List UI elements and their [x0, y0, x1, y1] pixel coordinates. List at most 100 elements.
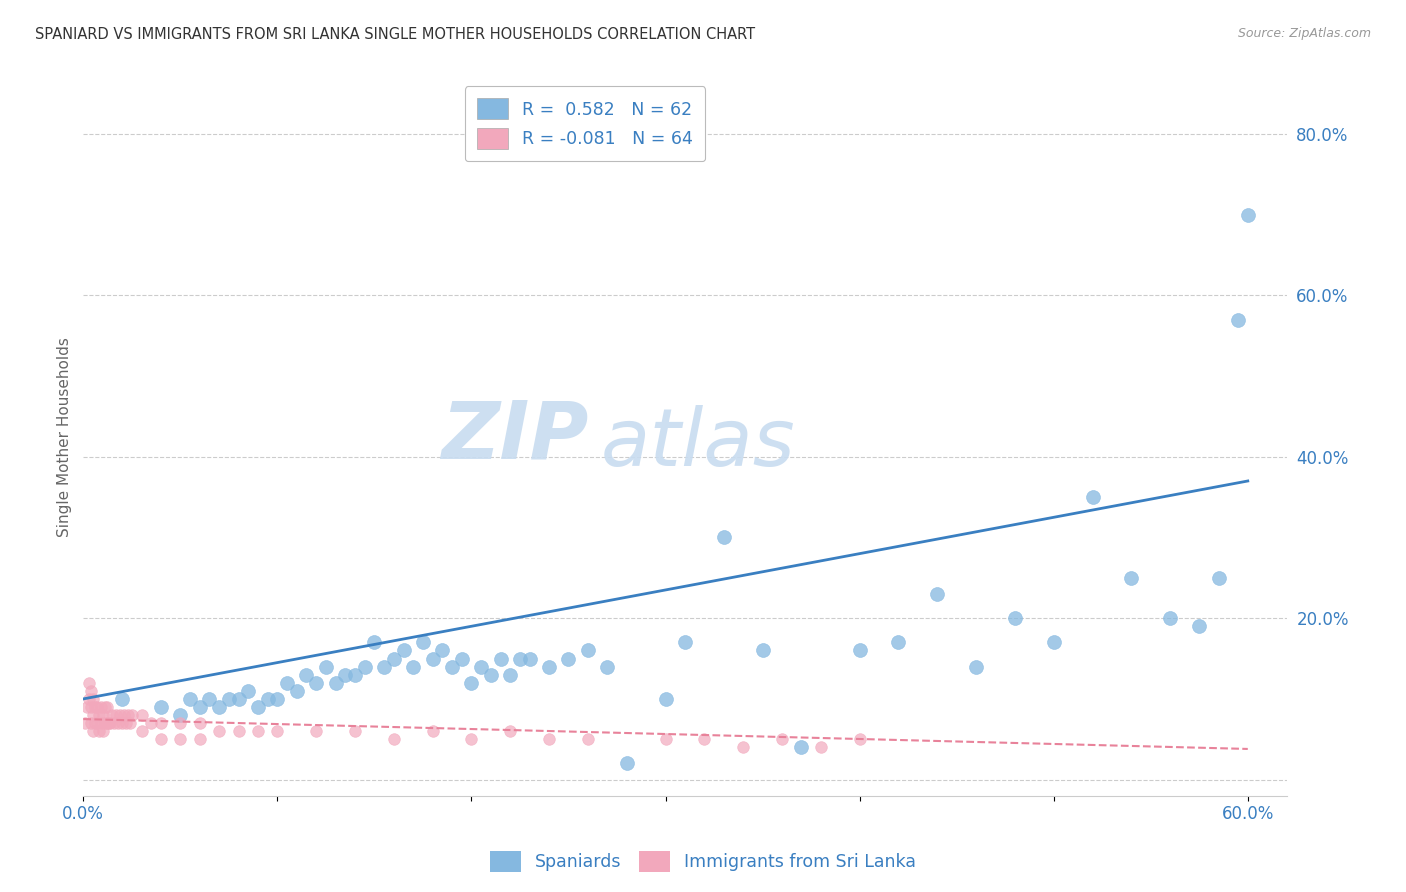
Point: [228, 692, 250, 706]
Point: [392, 643, 415, 657]
Point: [188, 700, 211, 714]
Point: [101, 708, 124, 723]
Legend: R =  0.582   N = 62, R = -0.081   N = 64: R = 0.582 N = 62, R = -0.081 N = 64: [465, 87, 706, 161]
Point: [266, 724, 288, 739]
Point: [1004, 611, 1026, 625]
Point: [654, 692, 676, 706]
Point: [460, 732, 482, 747]
Point: [1121, 571, 1143, 585]
Point: [382, 651, 405, 665]
Point: [169, 732, 191, 747]
Point: [108, 708, 131, 723]
Point: [87, 708, 110, 723]
Point: [790, 740, 813, 755]
Point: [82, 708, 104, 723]
Point: [218, 692, 240, 706]
Point: [90, 716, 112, 731]
Point: [246, 700, 269, 714]
Point: [887, 635, 910, 649]
Point: [91, 724, 114, 739]
Point: [149, 700, 172, 714]
Point: [80, 683, 103, 698]
Text: atlas: atlas: [600, 405, 796, 483]
Point: [733, 740, 755, 755]
Point: [90, 700, 112, 714]
Point: [363, 635, 385, 649]
Point: [382, 732, 405, 747]
Point: [1042, 635, 1064, 649]
Point: [538, 732, 561, 747]
Point: [246, 724, 269, 739]
Point: [198, 692, 221, 706]
Point: [91, 708, 114, 723]
Point: [343, 724, 366, 739]
Point: [86, 716, 108, 731]
Point: [576, 732, 599, 747]
Text: Source: ZipAtlas.com: Source: ZipAtlas.com: [1237, 27, 1371, 40]
Point: [169, 708, 191, 723]
Point: [373, 659, 395, 673]
Point: [295, 667, 318, 681]
Point: [115, 716, 138, 731]
Point: [460, 675, 482, 690]
Point: [169, 716, 191, 731]
Point: [673, 635, 696, 649]
Point: [256, 692, 278, 706]
Point: [412, 635, 434, 649]
Point: [82, 692, 104, 706]
Point: [208, 724, 231, 739]
Point: [77, 675, 100, 690]
Point: [238, 683, 260, 698]
Point: [111, 692, 134, 706]
Point: [80, 700, 103, 714]
Point: [422, 651, 444, 665]
Point: [149, 716, 172, 731]
Point: [84, 716, 107, 731]
Point: [266, 692, 288, 706]
Point: [479, 667, 502, 681]
Point: [305, 724, 328, 739]
Point: [335, 667, 357, 681]
Point: [538, 659, 561, 673]
Point: [84, 700, 107, 714]
Point: [111, 716, 134, 731]
Point: [96, 700, 118, 714]
Point: [87, 724, 110, 739]
Point: [489, 651, 512, 665]
Point: [141, 716, 163, 731]
Point: [713, 531, 735, 545]
Point: [208, 700, 231, 714]
Point: [450, 651, 472, 665]
Point: [693, 732, 716, 747]
Point: [1227, 312, 1250, 326]
Text: ZIP: ZIP: [441, 398, 589, 475]
Point: [654, 732, 676, 747]
Point: [927, 587, 949, 601]
Point: [76, 700, 98, 714]
Point: [93, 700, 115, 714]
Point: [105, 708, 128, 723]
Point: [103, 716, 125, 731]
Point: [616, 756, 638, 771]
Point: [343, 667, 366, 681]
Point: [441, 659, 464, 673]
Point: [596, 659, 619, 673]
Y-axis label: Single Mother Households: Single Mother Households: [58, 336, 72, 536]
Legend: Spaniards, Immigrants from Sri Lanka: Spaniards, Immigrants from Sri Lanka: [484, 844, 922, 879]
Point: [965, 659, 987, 673]
Point: [96, 716, 118, 731]
Point: [75, 716, 97, 731]
Point: [499, 724, 522, 739]
Point: [305, 675, 328, 690]
Point: [100, 716, 122, 731]
Point: [276, 675, 298, 690]
Point: [131, 724, 153, 739]
Point: [93, 716, 115, 731]
Point: [422, 724, 444, 739]
Point: [149, 732, 172, 747]
Point: [97, 716, 120, 731]
Point: [519, 651, 541, 665]
Point: [353, 659, 375, 673]
Point: [770, 732, 793, 747]
Point: [1081, 490, 1104, 504]
